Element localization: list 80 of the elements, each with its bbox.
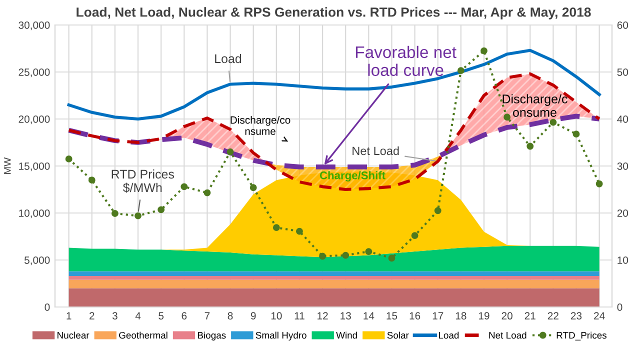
x-tick-label: 20 xyxy=(502,312,512,320)
y2-tick-label: 40 xyxy=(617,116,628,123)
annotation: Charge/Shift xyxy=(320,171,386,182)
chart-title: Load, Net Load, Nuclear & RPS Generation vs. RTD Prices --- Mar, Apr & May, 2018 xyxy=(76,7,591,20)
x-tick-label: 23 xyxy=(570,312,582,320)
annotation: Favorable net load curve xyxy=(356,46,456,76)
x-tick-label: 21 xyxy=(524,312,536,320)
y2-tick-label: 0 xyxy=(617,304,622,311)
x-tick-label: 4 xyxy=(135,312,141,320)
y2-tick-label: 20 xyxy=(617,210,628,217)
x-tick-label: 3 xyxy=(112,312,118,320)
y-tick-label: 15,000 xyxy=(19,162,50,172)
x-tick-label: 5 xyxy=(158,312,164,320)
x-tick-label: 24 xyxy=(594,312,605,320)
point xyxy=(572,130,580,138)
y2-tick-label: 10 xyxy=(618,256,628,264)
y-tick-label: 10,000 xyxy=(19,210,50,218)
x-tick-label: 1 xyxy=(66,312,72,320)
point xyxy=(550,118,557,126)
x-tick-label: 22 xyxy=(548,312,558,320)
x-tick-label: 12 xyxy=(318,312,328,320)
x-tick-label: 10 xyxy=(271,312,282,320)
x-tick-label: 7 xyxy=(204,312,210,320)
point xyxy=(88,176,96,184)
point xyxy=(204,189,211,196)
legend-label: Net Load xyxy=(489,332,526,339)
point xyxy=(480,47,488,54)
y-tick-label: 25,000 xyxy=(18,68,50,78)
annotation: Discharge/co nsume xyxy=(230,116,290,135)
point xyxy=(158,206,165,214)
x-tick-label: 6 xyxy=(182,312,187,320)
x-tick-label: 9 xyxy=(250,312,256,320)
point xyxy=(180,183,188,190)
y-tick-label: 20,000 xyxy=(18,116,50,124)
point xyxy=(319,252,326,260)
x-tick-label: 11 xyxy=(294,312,304,320)
point xyxy=(65,155,72,162)
legend-label: Small Hydro xyxy=(256,332,306,340)
x-tick-label: 2 xyxy=(90,312,94,320)
point xyxy=(296,228,303,235)
x-tick-label: 16 xyxy=(410,312,420,320)
point xyxy=(342,252,350,259)
point xyxy=(526,142,534,150)
point xyxy=(134,212,142,220)
legend-label: RTD_Prices xyxy=(556,332,606,340)
y2-tick-label: 60 xyxy=(617,22,628,29)
point xyxy=(111,210,118,217)
x-tick-label: 15 xyxy=(386,312,398,320)
y-axis-title: MW xyxy=(4,157,11,174)
legend-label: Wind xyxy=(336,332,357,339)
y-tick-label: 0 xyxy=(44,304,50,311)
point xyxy=(434,207,442,214)
y2-tick-label: 30 xyxy=(617,162,628,170)
annotation: Load xyxy=(215,54,242,64)
point xyxy=(388,254,396,262)
y-tick-label: 30,000 xyxy=(18,22,50,30)
legend-label: Biogas xyxy=(198,332,226,340)
point xyxy=(504,114,511,121)
point xyxy=(365,248,372,256)
point xyxy=(457,67,464,74)
point xyxy=(272,224,280,232)
legend-label: Solar xyxy=(387,332,409,339)
x-tick-label: 8 xyxy=(228,312,233,320)
annotation: Net Load xyxy=(352,146,399,156)
x-tick-label: 13 xyxy=(340,312,351,320)
x-tick-label: 19 xyxy=(478,312,490,320)
y-tick-label: 5,000 xyxy=(24,256,50,266)
y2-tick-label: 50 xyxy=(617,68,628,76)
x-tick-label: 14 xyxy=(364,312,374,320)
point xyxy=(250,184,257,192)
legend-label: Load xyxy=(438,332,459,339)
point xyxy=(226,148,234,156)
legend-label: Nuclear xyxy=(58,332,90,339)
legend-label: Geothermal xyxy=(119,332,168,339)
annotation: Discharge/c onsume xyxy=(502,94,568,117)
point xyxy=(596,180,603,188)
x-tick-label: 17 xyxy=(432,312,444,320)
point xyxy=(411,232,418,240)
annotation: RTD Prices $/MWh xyxy=(112,169,174,193)
x-tick-label: 18 xyxy=(456,312,466,320)
